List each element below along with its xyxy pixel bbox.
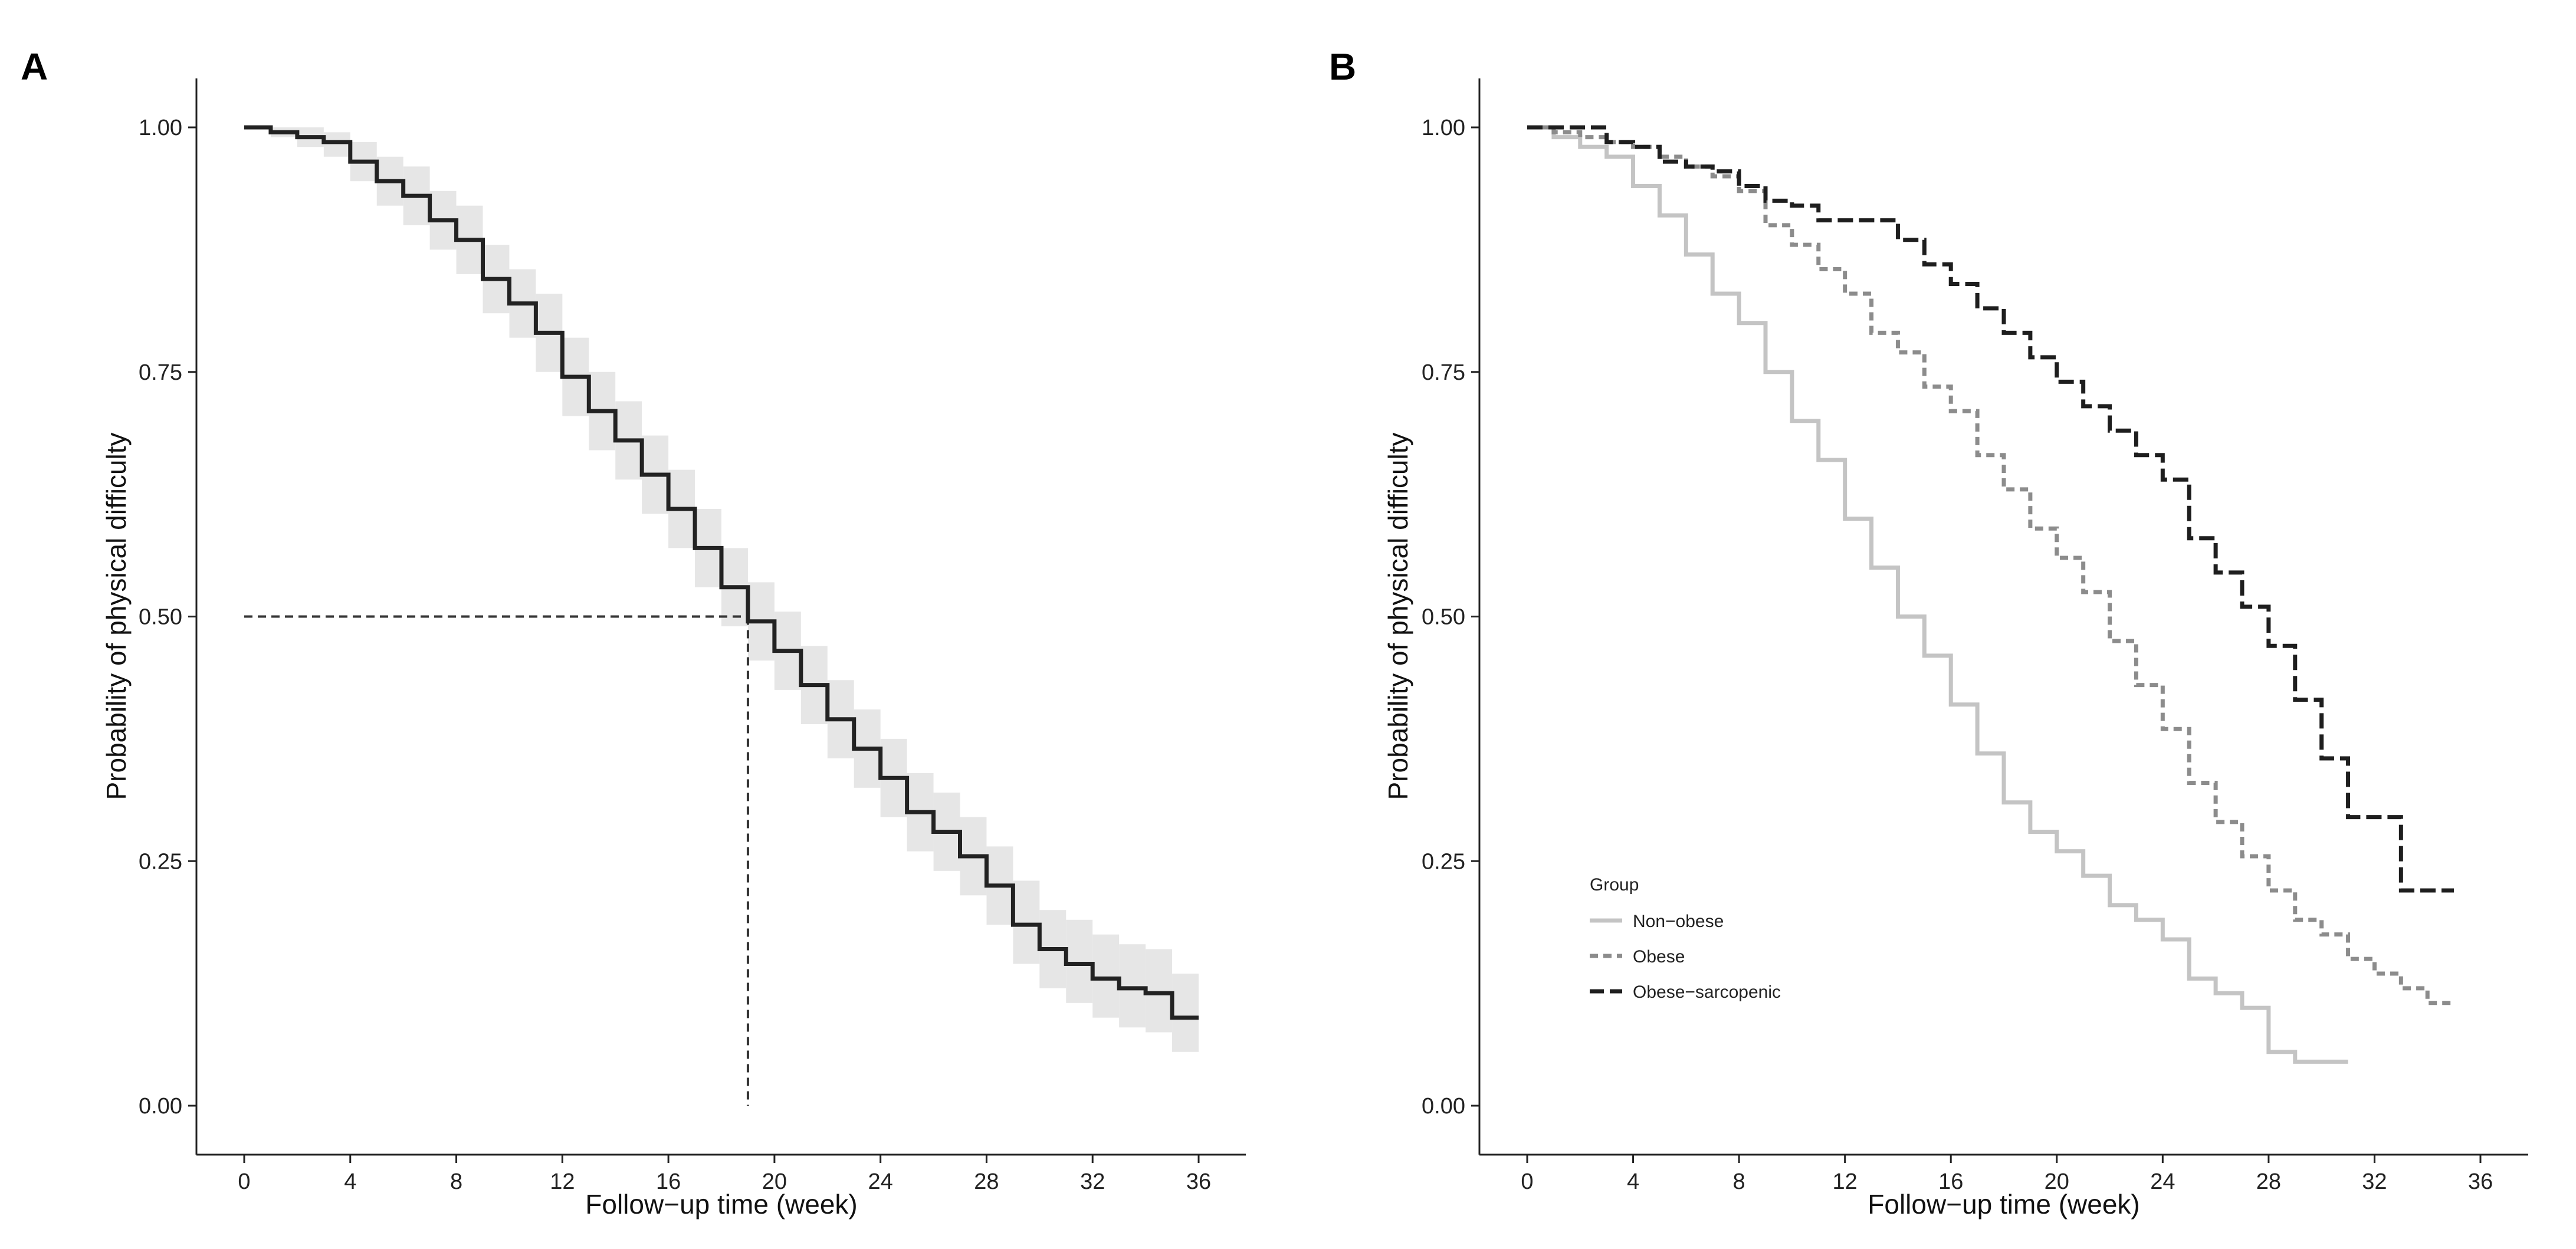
- panel-b-series-line-2: [1527, 125, 2454, 893]
- legend-label-obese-sarcopenic: Obese−sarcopenic: [1633, 982, 1781, 1002]
- panel-a-y-tick-label: 1.00: [139, 116, 182, 140]
- panel-b-x-tick-label: 4: [1627, 1169, 1639, 1194]
- legend-label-obese: Obese: [1633, 947, 1685, 967]
- panel-b-x-tick-label: 28: [2256, 1169, 2281, 1194]
- panel-b-y-tick-label: 0.25: [1422, 849, 1465, 874]
- legend-label-non-obese: Non−obese: [1633, 912, 1724, 931]
- panel-a-x-tick-label: 28: [974, 1169, 999, 1194]
- panel-a-y-tick-label: 0.50: [139, 605, 182, 630]
- panel-a-series-line-0: [244, 125, 1199, 1020]
- panel-b-x-tick-label: 12: [1833, 1169, 1858, 1194]
- panel-b-x-tick-label: 32: [2362, 1169, 2387, 1194]
- panel-b-x-tick-label: 16: [1938, 1169, 1963, 1194]
- panel-b-x-tick-label: 0: [1521, 1169, 1533, 1194]
- panel-a-x-tick-label: 32: [1080, 1169, 1105, 1194]
- panel-b-x-ticks: 0 4 8 12 16 20 24 28 32 36: [1521, 1155, 2493, 1194]
- panel-a-median-reference-lines: [244, 615, 749, 1106]
- panel-a-x-tick-label: 16: [656, 1169, 681, 1194]
- panel-b-y-tick-label: 0.75: [1422, 360, 1465, 385]
- panel-b: B 0 4 8 12 16 20 24 28 32 36 0.00 0.25 0.50 0.75 1.00…: [1329, 45, 2528, 1220]
- panel-a-ci-step: [1092, 934, 1120, 1018]
- legend-item-non-obese: Non−obese: [1590, 912, 1724, 931]
- panel-a-x-tick-label: 12: [550, 1169, 575, 1194]
- panel-a-ci-step: [1172, 974, 1199, 1052]
- panel-a-y-tick-label: 0.25: [139, 849, 182, 874]
- panel-b-x-axis-title: Follow−up time (week): [1868, 1189, 2139, 1220]
- legend-item-obese: Obese: [1590, 947, 1685, 967]
- panel-b-y-tick-label: 1.00: [1422, 116, 1465, 140]
- panel-a-y-axis-title: Probability of physical difficulty: [101, 433, 132, 800]
- panel-a-x-tick-label: 8: [450, 1169, 462, 1194]
- panel-a: A 0 4 8 12 16 20 24 28 32 36 0.00 0.25 0.50 0.75 1.00…: [21, 45, 1246, 1220]
- panel-a-ci-step: [1066, 919, 1093, 1003]
- panel-b-x-tick-label: 20: [2045, 1169, 2069, 1194]
- panel-b-letter: B: [1329, 45, 1356, 88]
- panel-a-series-lines: [244, 125, 1199, 1020]
- panel-b-series-line-0: [1527, 125, 2348, 1064]
- panel-b-y-tick-label: 0.50: [1422, 605, 1465, 630]
- panel-a-y-tick-label: 0.00: [139, 1094, 182, 1119]
- panel-a-x-tick-label: 0: [238, 1169, 250, 1194]
- panel-a-x-tick-label: 20: [762, 1169, 787, 1194]
- panel-a-x-axis-title: Follow−up time (week): [585, 1189, 857, 1220]
- panel-b-x-tick-label: 24: [2150, 1169, 2175, 1194]
- panel-a-x-ticks: 0 4 8 12 16 20 24 28 32 36: [238, 1155, 1211, 1194]
- panel-b-y-axis-title: Probability of physical difficulty: [1383, 433, 1413, 800]
- panel-a-x-tick-label: 24: [868, 1169, 893, 1194]
- panel-a-ci-step: [323, 132, 350, 157]
- panel-b-y-ticks: 0.00 0.25 0.50 0.75 1.00: [1422, 116, 1479, 1119]
- panel-a-letter: A: [21, 45, 48, 88]
- panel-a-ci-step: [1119, 944, 1146, 1028]
- panel-a-x-tick-label: 36: [1186, 1169, 1211, 1194]
- panel-b-x-tick-label: 8: [1733, 1169, 1745, 1194]
- panel-b-legend: Group Non−obese Obese Obese−sarcopenic: [1590, 875, 1781, 1002]
- panel-a-x-tick-label: 4: [344, 1169, 356, 1194]
- panel-b-y-tick-label: 0.00: [1422, 1094, 1465, 1119]
- panel-a-y-ticks: 0.00 0.25 0.50 0.75 1.00: [139, 116, 196, 1119]
- panel-b-series-lines: [1527, 125, 2454, 1064]
- legend-item-obese-sarcopenic: Obese−sarcopenic: [1590, 982, 1781, 1002]
- legend-title: Group: [1590, 875, 1639, 895]
- panel-a-ci-step: [1013, 880, 1040, 964]
- panel-a-ci-step: [1146, 949, 1173, 1033]
- panel-b-x-tick-label: 36: [2468, 1169, 2493, 1194]
- panel-a-y-tick-label: 0.75: [139, 360, 182, 385]
